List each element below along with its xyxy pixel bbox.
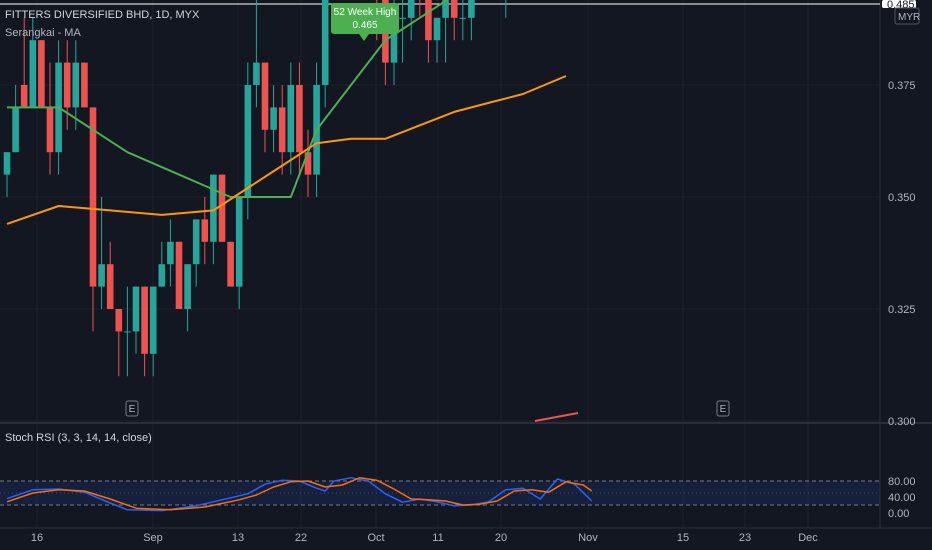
candle-body — [235, 197, 243, 287]
week52-value: 0.465 — [352, 20, 377, 31]
price-tick-label: 0.375 — [888, 80, 916, 92]
price-tick-label: 0.350 — [888, 192, 916, 204]
stoch-k-line — [6, 477, 593, 512]
candle-body — [63, 62, 71, 108]
candle-body — [106, 264, 114, 309]
x-tick-label: Nov — [578, 532, 598, 544]
candle-body — [407, 0, 415, 18]
x-tick-label: 23 — [739, 532, 751, 544]
candle-body — [468, 0, 475, 18]
candle-body — [321, 0, 329, 85]
candle-body — [46, 107, 54, 153]
candle-body — [227, 241, 234, 287]
osc-tick-label: 80.00 — [888, 476, 916, 488]
week52-label: 52 Week High — [334, 7, 397, 18]
oscillator-title[interactable]: Stoch RSI (3, 3, 14, 14, close) — [5, 432, 152, 444]
x-tick-label: 15 — [677, 532, 689, 544]
candle-body — [89, 107, 97, 287]
candle-body — [442, 0, 449, 18]
ma-slow-line — [6, 75, 567, 225]
ma-fast-line — [7, 0, 449, 198]
candle-body — [38, 40, 45, 108]
candle-body — [184, 264, 191, 309]
price-tag-top: 0.485 — [887, 0, 915, 11]
moving-averages — [6, 0, 579, 422]
candle-body — [278, 107, 286, 153]
candle-body — [459, 17, 467, 19]
candle-body — [399, 17, 406, 19]
x-tick-label: 16 — [31, 532, 43, 544]
ma-extra-segment — [534, 412, 579, 422]
candle-body — [210, 174, 217, 242]
candle-body — [141, 286, 148, 354]
x-tick-label: 11 — [432, 532, 443, 544]
x-tick-label: 22 — [295, 532, 307, 544]
candle-body — [149, 286, 157, 354]
price-levels — [0, 3, 880, 5]
earnings-marker: E — [129, 404, 136, 415]
earnings-marker-box — [716, 400, 730, 417]
earnings-marker-box — [125, 400, 139, 417]
candle-body — [98, 264, 105, 287]
candle-body — [433, 17, 441, 41]
candle-body — [425, 0, 432, 41]
candle-body — [115, 309, 123, 332]
candle-body — [244, 85, 252, 197]
x-tick-label: Sep — [143, 532, 163, 544]
candle-body — [124, 331, 131, 333]
time-axis[interactable]: 16 Sep 13 22 Oct 11 20 Nov 15 23 Dec — [31, 532, 818, 544]
candles — [3, 0, 507, 377]
candle-body — [192, 219, 200, 265]
week52-callout — [331, 3, 399, 34]
x-tick-label: Oct — [367, 532, 384, 544]
candle-body — [29, 40, 37, 108]
candle-body — [12, 107, 19, 153]
osc-tick-label: 40.00 — [888, 492, 916, 504]
candle-body — [450, 0, 458, 18]
stoch-d-line — [6, 477, 593, 511]
osc-tick-label: 0.00 — [888, 508, 909, 520]
candle-body — [201, 219, 209, 242]
candle-body — [3, 152, 11, 175]
candle-body — [270, 107, 277, 130]
candle-body — [132, 286, 140, 332]
indicator-legend[interactable]: Serangkai - MA — [5, 27, 81, 39]
currency-box — [894, 7, 920, 25]
candle-body — [81, 62, 88, 108]
currency-label: MYR — [898, 12, 920, 23]
x-tick-label: Dec — [798, 532, 818, 544]
candle-body — [20, 85, 28, 108]
stoch-rsi-pane — [0, 477, 880, 512]
price-tags: 0.4850.4350.4200.42005:30:310.400MYR — [882, 0, 920, 25]
candle-body — [296, 85, 303, 153]
candle-body — [158, 264, 166, 287]
price-tag-top-bg — [882, 0, 916, 8]
x-tick-label: 20 — [495, 532, 507, 544]
candle-body — [261, 62, 269, 130]
earnings-marker: E — [720, 404, 727, 415]
candle-body — [253, 62, 260, 85]
week52-callout-pointer — [359, 34, 369, 41]
candle-body — [218, 174, 226, 242]
candle-body — [72, 62, 80, 108]
candle-body — [390, 17, 398, 63]
x-tick-label: 13 — [232, 532, 244, 544]
candle-body — [304, 152, 312, 175]
candle-body — [167, 241, 174, 265]
chart-title: FITTERS DIVERSIFIED BHD, 1D, MYX — [5, 9, 200, 21]
candle-body — [287, 85, 295, 153]
grid — [0, 0, 932, 529]
price-tick-label: 0.300 — [888, 416, 916, 428]
price-tick-label: 0.325 — [888, 304, 916, 316]
candle-body — [175, 241, 183, 309]
